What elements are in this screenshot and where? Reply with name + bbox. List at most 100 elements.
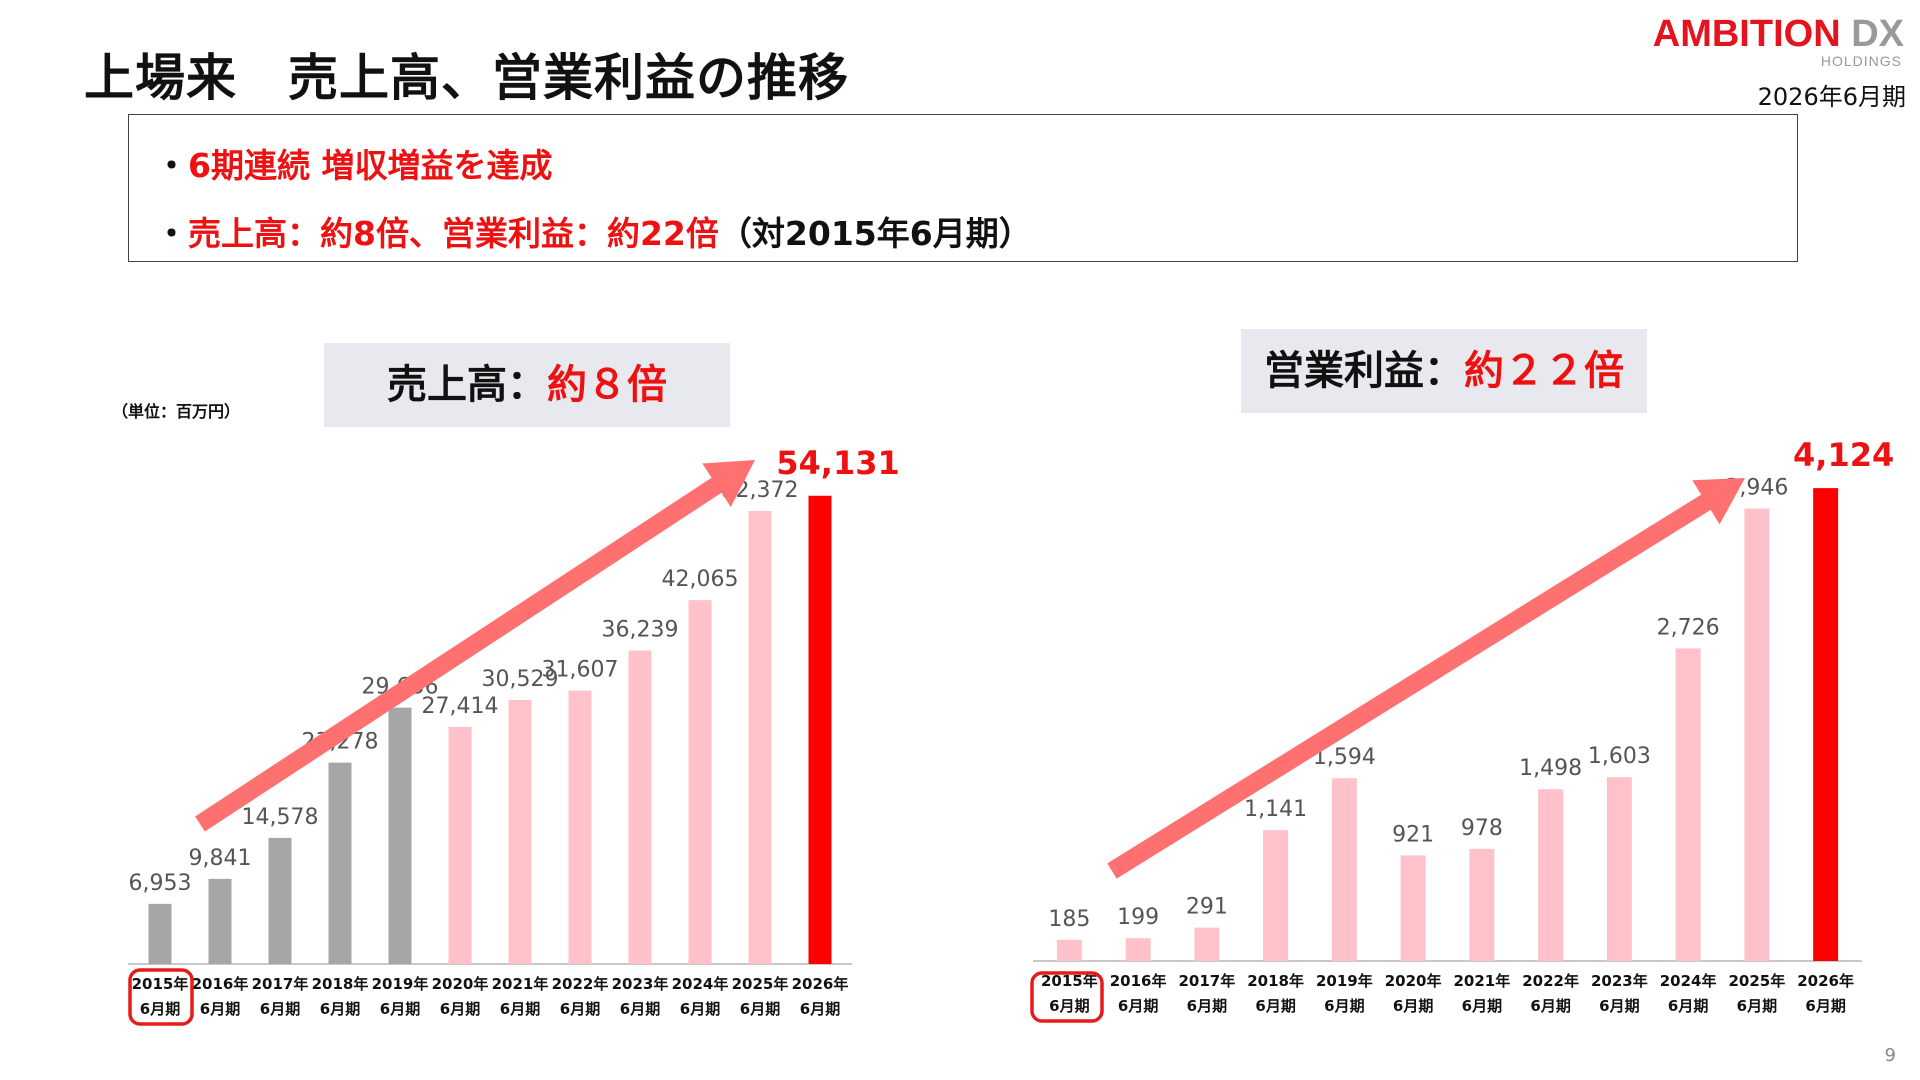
sales-category-label: 6月期 — [740, 1000, 780, 1018]
profit-category-label: 6月期 — [1255, 997, 1295, 1015]
profit-category-label: 2026年 — [1797, 972, 1854, 990]
profit-bar — [1744, 508, 1770, 961]
summary-note: （対2015年6月期） — [718, 214, 1032, 253]
profit-data-label: 291 — [1186, 895, 1228, 920]
profit-category-label: 2021年 — [1454, 972, 1511, 990]
profit-category-label: 6月期 — [1530, 997, 1570, 1015]
sales-category-label: 6月期 — [500, 1000, 540, 1018]
profit-trend-arrow — [1107, 478, 1745, 879]
summary-line-1: ・6期連続 増収増益を達成 — [155, 139, 552, 187]
profit-badge-value: 約２２倍 — [1464, 348, 1624, 394]
logo-text-ambition: AMBITION — [1652, 13, 1841, 55]
sales-data-label: 9,841 — [189, 846, 252, 871]
sales-bar — [628, 650, 652, 964]
sales-data-label: 54,131 — [776, 444, 899, 482]
sales-data-label: 27,414 — [422, 694, 499, 719]
logo-wordmark: AMBITION DX — [1653, 14, 1904, 54]
sales-data-label: 6,953 — [129, 871, 192, 896]
logo-text-dx: DX — [1840, 13, 1904, 55]
summary-box: ・6期連続 増収増益を達成 ・売上高：約8倍、営業利益：約22倍（対2015年6… — [128, 114, 1798, 262]
sales-data-label: 42,065 — [662, 567, 739, 592]
sales-category-label: 6月期 — [560, 1000, 600, 1018]
profit-bar — [1056, 939, 1082, 961]
profit-category-label: 6月期 — [1805, 997, 1845, 1015]
profit-data-label: 199 — [1117, 905, 1159, 930]
profit-badge: 営業利益：約２２倍 — [1241, 329, 1647, 413]
profit-bar — [1606, 777, 1632, 961]
sales-category-label: 2025年 — [732, 975, 789, 993]
sales-category-label: 2026年 — [792, 975, 849, 993]
sales-trend-arrow — [195, 460, 756, 832]
sales-badge-value: 約８倍 — [547, 362, 667, 408]
sales-bar — [148, 903, 172, 964]
summary-line-2: ・売上高：約8倍、営業利益：約22倍（対2015年6月期） — [155, 207, 1032, 255]
sales-category-label: 6月期 — [680, 1000, 720, 1018]
profit-category-label: 6月期 — [1462, 997, 1502, 1015]
profit-category-label: 6月期 — [1599, 997, 1639, 1015]
profit-bar — [1469, 848, 1495, 961]
sales-category-label: 6月期 — [260, 1000, 300, 1018]
profit-category-label: 2022年 — [1522, 972, 1579, 990]
sales-category-label: 2021年 — [492, 975, 549, 993]
sales-bar — [388, 707, 412, 964]
sales-bar — [508, 699, 532, 964]
sales-category-label: 6月期 — [440, 1000, 480, 1018]
sales-badge-label: 売上高： — [387, 362, 547, 408]
sales-category-label: 6月期 — [320, 1000, 360, 1018]
summary-highlight-2: 売上高：約8倍、営業利益：約22倍 — [188, 214, 719, 253]
profit-category-label: 2015年 — [1041, 972, 1098, 990]
sales-highlight-circle — [128, 968, 194, 1026]
sales-category-label: 6月期 — [140, 1000, 180, 1018]
sales-category-label: 2018年 — [312, 975, 369, 993]
sales-bar — [568, 690, 592, 964]
profit-category-label: 2018年 — [1247, 972, 1304, 990]
sales-category-label: 2019年 — [372, 975, 429, 993]
profit-category-label: 2017年 — [1179, 972, 1236, 990]
profit-data-label: 921 — [1392, 822, 1434, 847]
bullet: ・ — [155, 146, 188, 185]
sales-bar — [268, 837, 292, 964]
bullet: ・ — [155, 214, 188, 253]
sales-data-label: 31,607 — [542, 658, 619, 683]
sales-category-label: 2017年 — [252, 975, 309, 993]
profit-category-label: 6月期 — [1393, 997, 1433, 1015]
profit-category-label: 2016年 — [1110, 972, 1167, 990]
profit-category-label: 2019年 — [1316, 972, 1373, 990]
sales-category-label: 2016年 — [192, 975, 249, 993]
logo-subtext: HOLDINGS — [1820, 53, 1902, 69]
profit-category-label: 2024年 — [1660, 972, 1717, 990]
sales-bar — [688, 600, 712, 964]
profit-bar — [1400, 855, 1426, 961]
sales-category-label: 6月期 — [800, 1000, 840, 1018]
profit-category-label: 6月期 — [1324, 997, 1364, 1015]
profit-data-label: 978 — [1461, 816, 1503, 841]
profit-bar — [1813, 488, 1839, 961]
sales-bar — [448, 726, 472, 964]
profit-bar — [1675, 648, 1701, 961]
sales-data-label: 30,529 — [482, 667, 559, 692]
profit-category-label: 6月期 — [1118, 997, 1158, 1015]
profit-badge-label: 営業利益： — [1264, 348, 1464, 394]
sales-category-label: 2024年 — [672, 975, 729, 993]
sales-badge: 売上高：約８倍 — [324, 343, 730, 427]
sales-bar — [808, 495, 832, 964]
profit-data-label: 2,726 — [1657, 615, 1720, 640]
profit-bar — [1331, 778, 1357, 961]
fiscal-period: 2026年6月期 — [1757, 83, 1906, 111]
sales-data-label: 36,239 — [602, 618, 679, 643]
sales-category-label: 2023年 — [612, 975, 669, 993]
unit-label: （単位：百万円） — [112, 402, 241, 421]
profit-category-label: 2020年 — [1385, 972, 1442, 990]
profit-category-label: 2025年 — [1729, 972, 1786, 990]
profit-bar — [1263, 830, 1289, 961]
profit-category-label: 6月期 — [1049, 997, 1089, 1015]
sales-category-label: 6月期 — [620, 1000, 660, 1018]
sales-category-label: 2015年 — [132, 975, 189, 993]
profit-data-label: 1,141 — [1244, 797, 1307, 822]
sales-bar — [208, 878, 232, 964]
sales-category-label: 6月期 — [380, 1000, 420, 1018]
profit-category-label: 6月期 — [1668, 997, 1708, 1015]
profit-data-label: 1,603 — [1588, 744, 1651, 769]
sales-data-label: 14,578 — [242, 805, 319, 830]
sales-category-label: 6月期 — [200, 1000, 240, 1018]
